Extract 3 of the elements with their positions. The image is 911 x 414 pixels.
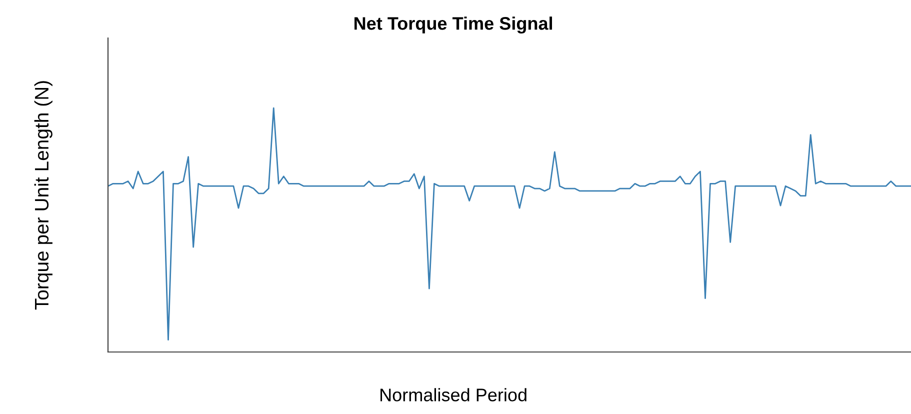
x-axis-title: Normalised Period <box>380 388 526 402</box>
y-axis-title: Torque per Unit Length (N) <box>34 81 52 310</box>
chart-title: Net Torque Time Signal <box>354 16 552 34</box>
